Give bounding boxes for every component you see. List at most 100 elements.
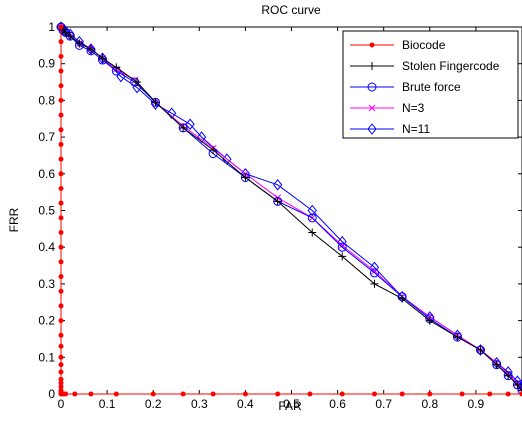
y-tick-label: 0.8 (38, 93, 55, 107)
data-point (504, 371, 513, 380)
data-point (459, 391, 465, 397)
legend-label: Biocode (402, 38, 446, 52)
x-tick-label: 0.4 (237, 397, 254, 411)
x-tick-label: 0.8 (421, 397, 438, 411)
y-tick-label: 0.5 (38, 204, 55, 218)
x-tick-label: 0.9 (468, 397, 485, 411)
legend-swatch-marker (368, 62, 376, 70)
data-point (369, 268, 379, 278)
data-point (58, 354, 64, 360)
data-point (63, 391, 69, 397)
data-point (58, 303, 64, 309)
x-tick-label: 0 (58, 397, 65, 411)
data-point (58, 185, 64, 191)
data-point (307, 391, 313, 397)
y-tick-label: 0.2 (38, 314, 55, 328)
data-point (61, 28, 70, 37)
legend: Biocode Stolen Fingercode Brute force N=3 N=… (342, 30, 519, 139)
x-tick-label: 0.6 (329, 397, 346, 411)
legend-swatch-marker (369, 42, 375, 48)
data-point (58, 343, 64, 349)
data-point (339, 391, 345, 397)
series-biocode (58, 24, 522, 397)
data-point (492, 360, 501, 369)
data-point (58, 112, 64, 118)
data-point (487, 391, 493, 397)
data-point (112, 63, 121, 72)
data-point (308, 228, 317, 237)
x-tick-label: 0.5 (283, 397, 300, 411)
data-point (307, 213, 317, 223)
data-point (58, 200, 64, 206)
y-tick-label: 0.7 (38, 130, 55, 144)
data-point (66, 32, 75, 41)
legend-swatch-marker (367, 82, 377, 92)
legend-box (342, 30, 519, 139)
data-point (180, 391, 186, 397)
data-point (98, 54, 107, 63)
data-point (58, 171, 64, 177)
y-tick-label: 0.4 (38, 240, 55, 254)
data-point (58, 53, 64, 59)
data-point (58, 24, 64, 30)
data-point (273, 197, 282, 206)
data-point (210, 391, 216, 397)
legend-item: N=11 (350, 122, 430, 136)
data-point (371, 391, 377, 397)
legend-item: Brute force (350, 80, 461, 94)
legend-label: N=3 (402, 101, 425, 115)
data-point (72, 391, 78, 397)
x-tick-label: 0.2 (145, 397, 162, 411)
data-point (58, 259, 64, 265)
y-tick-label: 0.1 (38, 350, 55, 364)
data-point (58, 244, 64, 250)
data-point (58, 274, 64, 280)
data-point (58, 362, 64, 368)
data-point (58, 318, 64, 324)
data-point (196, 131, 207, 143)
data-point (273, 179, 283, 191)
data-point (151, 98, 160, 107)
chart-title: ROC curve (261, 3, 321, 17)
data-point (337, 242, 347, 252)
data-point (505, 391, 511, 397)
x-tick-label: 0.1 (99, 397, 116, 411)
data-point (425, 316, 434, 325)
series-layer (56, 21, 522, 397)
legend-item: Biocode (350, 38, 446, 52)
data-point (242, 391, 248, 397)
data-point (518, 386, 522, 395)
data-point (113, 391, 119, 397)
data-point (58, 288, 64, 294)
data-point (453, 333, 462, 342)
data-point (58, 97, 64, 103)
legend-items: Biocode Stolen Fingercode Brute force N=3 N=… (350, 38, 500, 136)
x-tick-label: 0.7 (375, 397, 392, 411)
x-axis-label: FAR (278, 399, 302, 413)
data-point (58, 141, 64, 147)
legend-label: Brute force (402, 80, 461, 94)
data-point (307, 204, 317, 217)
data-point (133, 78, 142, 87)
data-point (58, 215, 64, 221)
data-point (513, 380, 522, 389)
data-point (179, 123, 188, 132)
series-stolen-fingercode (57, 23, 522, 395)
data-point (185, 118, 195, 131)
y-tick-label: 0.9 (38, 57, 55, 71)
data-point (58, 83, 64, 89)
legend-label: Stolen Fingercode (402, 59, 500, 73)
y-axis-label: FRR (7, 207, 21, 232)
y-tick-label: 0.6 (38, 167, 55, 181)
data-point (399, 391, 405, 397)
data-point (58, 369, 64, 375)
data-point (58, 156, 64, 162)
axis-ticks: 0 0.1 0.2 0.3 0.4 0.5 0.6 0.7 0.8 0.9 0 0.1 0.2 0.3 0.… (38, 20, 522, 411)
x-tick-label: 0.3 (191, 397, 208, 411)
data-point (58, 230, 64, 236)
data-point (338, 252, 347, 261)
legend-label: N=11 (402, 122, 430, 136)
y-tick-label: 0.3 (38, 277, 55, 291)
